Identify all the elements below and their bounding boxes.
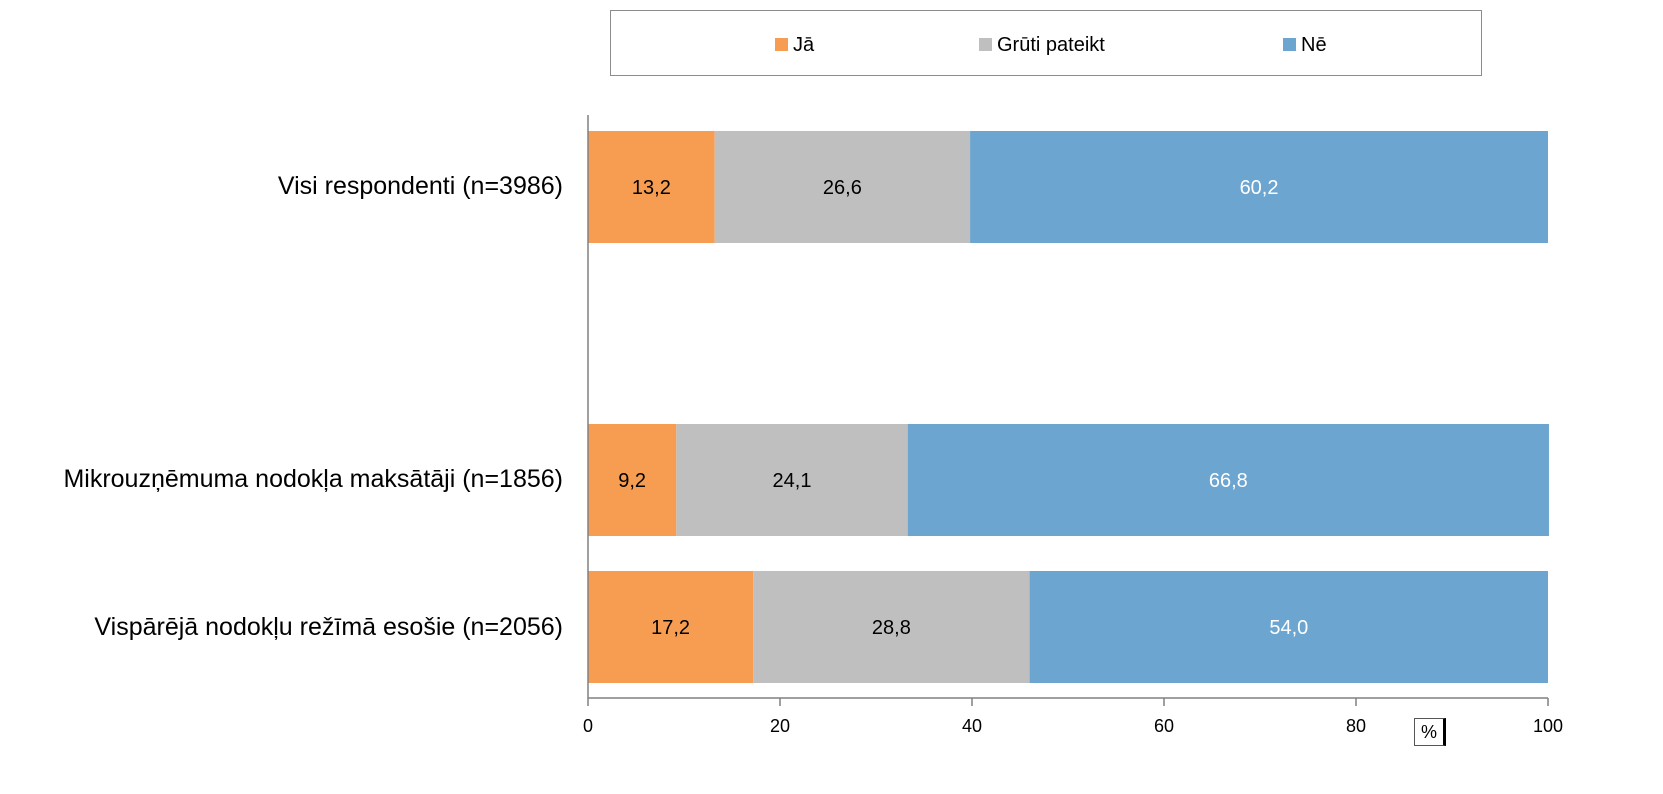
bar-data-label: 26,6	[823, 177, 862, 199]
bar-data-label: 9,2	[618, 470, 646, 492]
legend-swatch-ne	[1283, 38, 1296, 51]
x-tick-label: 20	[770, 716, 790, 736]
bar-data-label: 24,1	[773, 470, 812, 492]
bar-data-label: 60,2	[1240, 177, 1279, 199]
bar-segment	[1029, 571, 1548, 683]
bar-segment	[588, 571, 754, 683]
legend-label-gruti-pateikt: Grūti pateikt	[997, 34, 1105, 56]
bar-segment	[676, 424, 908, 536]
legend-label-ne: Nē	[1301, 34, 1327, 56]
legend-label-ja: Jā	[793, 34, 815, 56]
bar-segment	[907, 424, 1549, 536]
x-tick-label: 80	[1346, 716, 1366, 736]
legend-swatch-gruti-pateikt	[979, 38, 992, 51]
category-label-mikrouznemuma: Mikrouzņēmuma nodokļa maksātāji (n=1856)	[63, 465, 563, 493]
bar-data-label: 28,8	[872, 617, 911, 639]
bar-segment	[588, 424, 677, 536]
bar-segment	[970, 131, 1548, 243]
unit-label: %	[1414, 718, 1446, 746]
legend-item-gruti-pateikt: Grūti pateikt	[979, 33, 1105, 57]
chart-legend: Jā Grūti pateikt Nē	[610, 10, 1482, 76]
legend-item-ne: Nē	[1283, 33, 1327, 57]
x-tick-label: 40	[962, 716, 982, 736]
bar-segment	[588, 131, 715, 243]
x-tick-label: 60	[1154, 716, 1174, 736]
bar-data-label: 66,8	[1209, 470, 1248, 492]
category-label-visparejais-rezims: Vispārējā nodokļu režīmā esošie (n=2056)	[94, 613, 563, 641]
bar-data-label: 17,2	[651, 617, 690, 639]
category-label-visi-respondenti: Visi respondenti (n=3986)	[277, 172, 563, 200]
bar-data-label: 13,2	[632, 177, 671, 199]
legend-item-ja: Jā	[775, 33, 814, 57]
bar-segment	[714, 131, 971, 243]
bar-segment	[753, 571, 1030, 683]
x-tick-label: 0	[583, 716, 593, 736]
legend-swatch-ja	[775, 38, 788, 51]
x-tick-label: 100	[1533, 716, 1563, 736]
bar-data-label: 54,0	[1269, 617, 1308, 639]
